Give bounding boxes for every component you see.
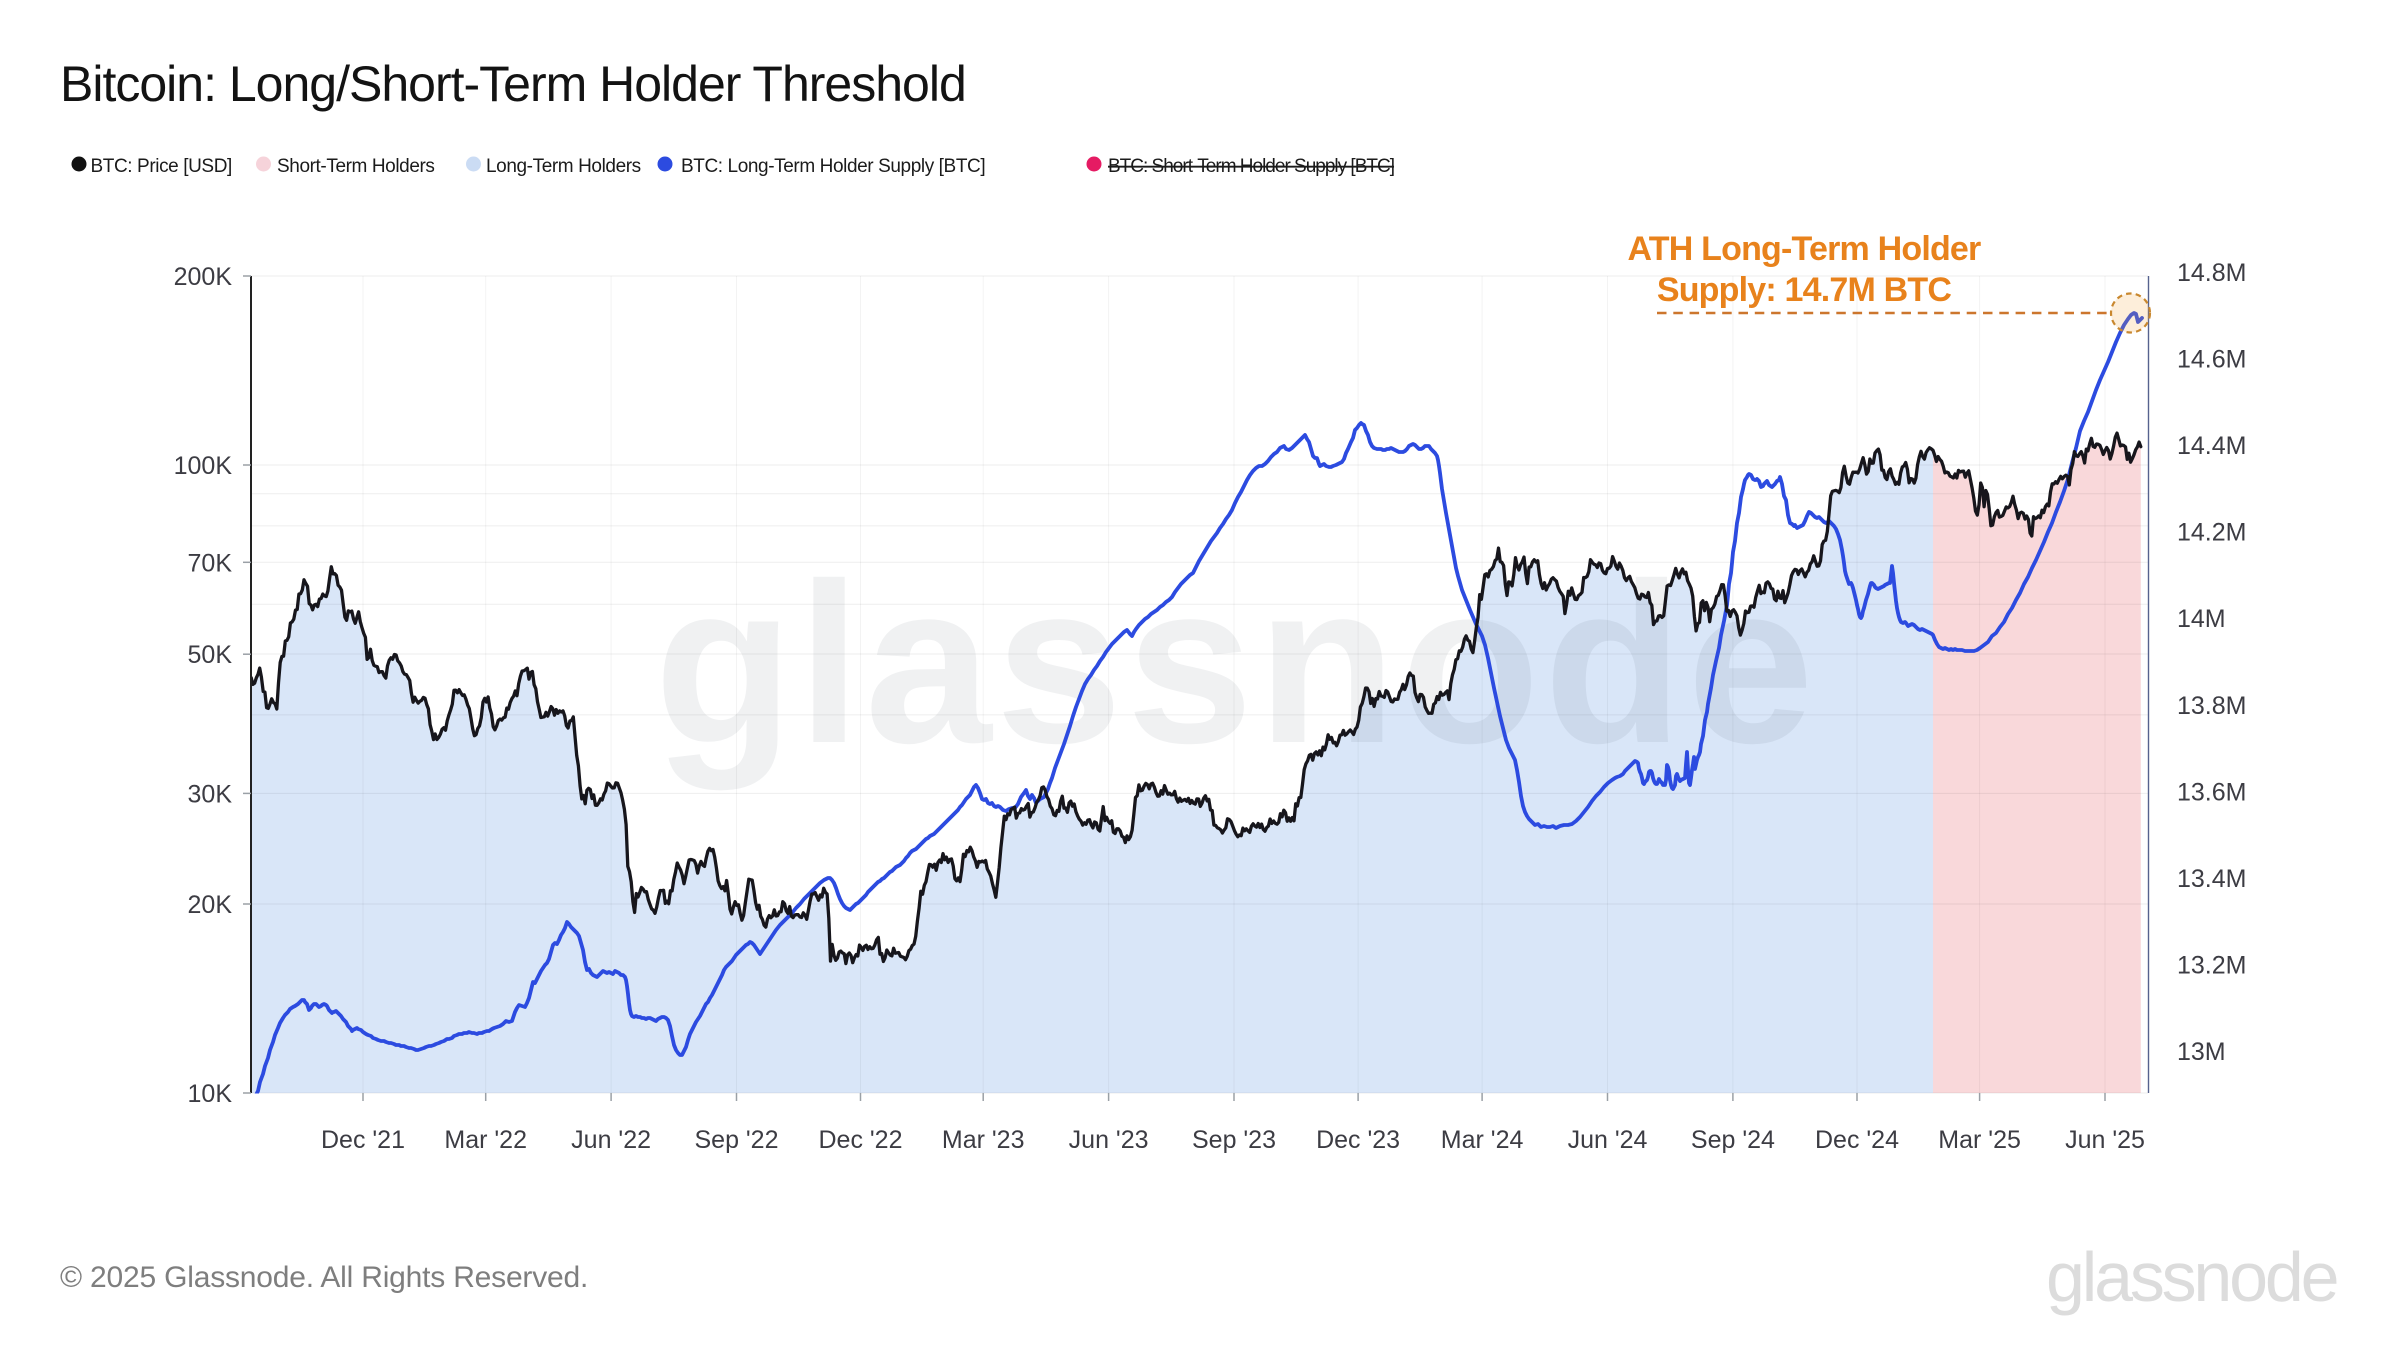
svg-text:Short-Term Holders: Short-Term Holders (277, 156, 435, 177)
svg-text:30K: 30K (188, 780, 233, 808)
svg-text:100K: 100K (174, 452, 233, 480)
svg-text:200K: 200K (174, 263, 233, 291)
svg-text:BTC: Short-Term Holder Supply: BTC: Short-Term Holder Supply [BTC] (1108, 156, 1394, 177)
svg-text:20K: 20K (188, 891, 233, 919)
svg-text:Dec '23: Dec '23 (1316, 1126, 1400, 1154)
svg-text:Bitcoin: Long/Short-Term Holde: Bitcoin: Long/Short-Term Holder Threshol… (60, 56, 966, 112)
svg-text:ATH Long-Term Holder: ATH Long-Term Holder (1628, 230, 1982, 268)
svg-text:glassnode: glassnode (2046, 1238, 2337, 1316)
svg-text:Jun '25: Jun '25 (2065, 1126, 2145, 1154)
svg-text:Sep '23: Sep '23 (1192, 1126, 1276, 1154)
svg-text:13.2M: 13.2M (2177, 951, 2246, 979)
svg-text:70K: 70K (188, 549, 233, 577)
svg-text:Mar '25: Mar '25 (1938, 1126, 2021, 1154)
svg-text:Long-Term Holders: Long-Term Holders (486, 156, 641, 177)
svg-text:Mar '23: Mar '23 (942, 1126, 1025, 1154)
svg-text:10K: 10K (188, 1080, 233, 1108)
svg-text:14.4M: 14.4M (2177, 432, 2246, 460)
svg-text:© 2025 Glassnode. All Rights R: © 2025 Glassnode. All Rights Reserved. (60, 1261, 588, 1294)
svg-text:14.8M: 14.8M (2177, 259, 2246, 287)
svg-text:Mar '22: Mar '22 (444, 1126, 527, 1154)
svg-text:Dec '24: Dec '24 (1815, 1126, 1899, 1154)
svg-text:Jun '22: Jun '22 (571, 1126, 651, 1154)
svg-text:14.6M: 14.6M (2177, 346, 2246, 374)
svg-text:Dec '22: Dec '22 (819, 1126, 903, 1154)
svg-text:Supply: 14.7M BTC: Supply: 14.7M BTC (1657, 271, 1952, 309)
svg-text:Sep '22: Sep '22 (694, 1126, 778, 1154)
svg-text:14.2M: 14.2M (2177, 519, 2246, 547)
svg-text:BTC: Long-Term Holder Supply [: BTC: Long-Term Holder Supply [BTC] (681, 156, 985, 177)
svg-text:Jun '24: Jun '24 (1568, 1126, 1648, 1154)
svg-text:glassnode: glassnode (654, 537, 1818, 791)
svg-text:BTC: Price [USD]: BTC: Price [USD] (91, 156, 232, 177)
svg-text:13.8M: 13.8M (2177, 692, 2246, 720)
svg-text:13M: 13M (2177, 1038, 2226, 1066)
svg-text:13.6M: 13.6M (2177, 778, 2246, 806)
svg-text:Dec '21: Dec '21 (321, 1126, 405, 1154)
svg-text:50K: 50K (188, 641, 233, 669)
svg-text:Sep '24: Sep '24 (1691, 1126, 1775, 1154)
svg-text:14M: 14M (2177, 605, 2226, 633)
svg-text:Jun '23: Jun '23 (1069, 1126, 1149, 1154)
svg-text:Mar '24: Mar '24 (1441, 1126, 1524, 1154)
svg-text:13.4M: 13.4M (2177, 865, 2246, 893)
